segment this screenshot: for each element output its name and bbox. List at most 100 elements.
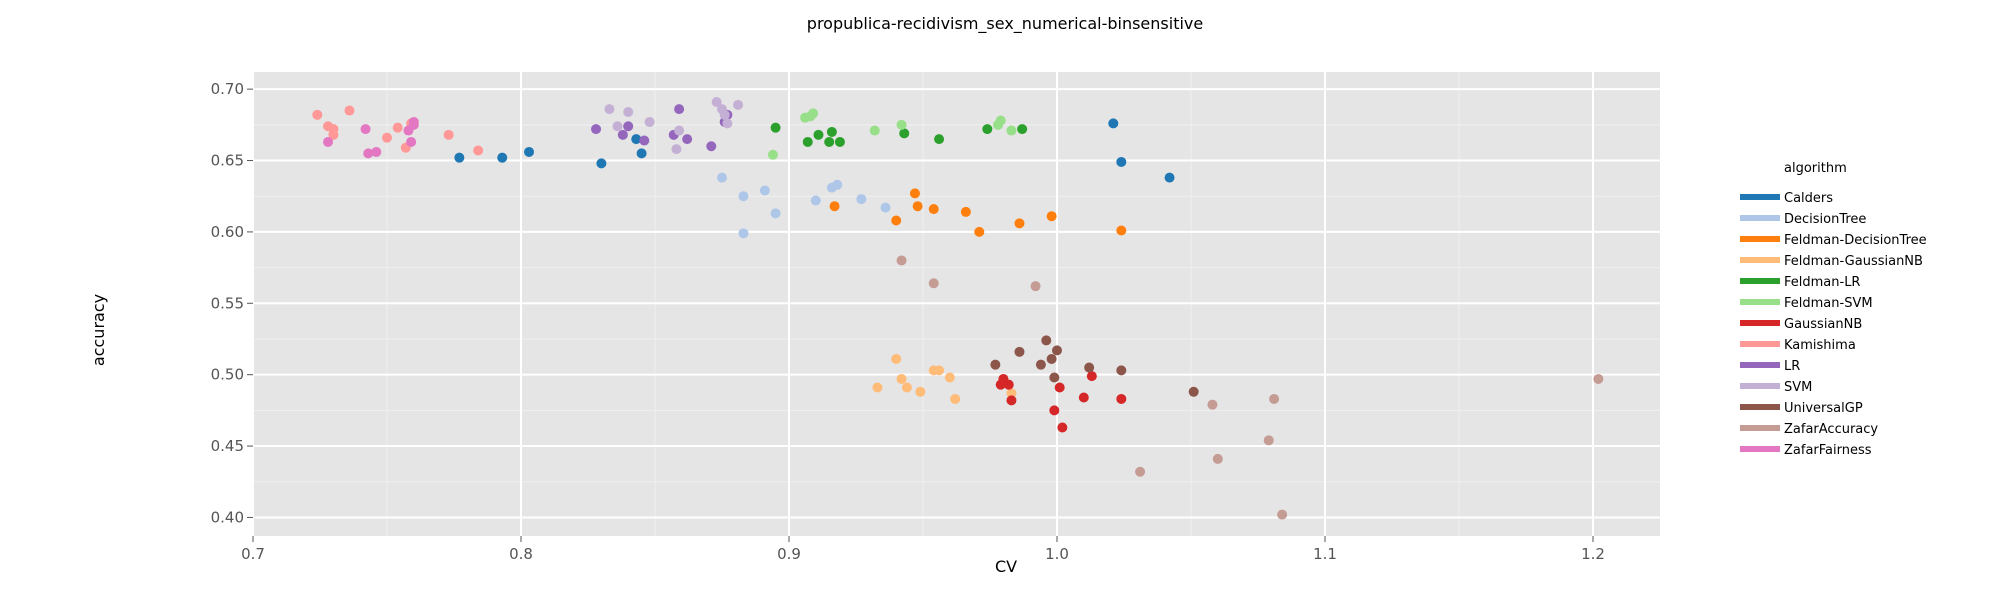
data-point: [759, 185, 770, 196]
data-point: [901, 382, 912, 393]
data-point: [1207, 399, 1218, 410]
legend-label: Calders: [1784, 191, 1833, 206]
data-point: [1046, 211, 1057, 222]
data-point: [722, 118, 733, 129]
data-point: [682, 134, 693, 145]
data-point: [810, 195, 821, 206]
legend-label: LR: [1784, 359, 1800, 374]
data-point: [738, 191, 749, 202]
data-point: [524, 146, 535, 157]
legend-label: UniversalGP: [1784, 401, 1863, 416]
data-point: [328, 124, 339, 135]
legend-swatch: [1740, 215, 1780, 221]
data-point: [928, 278, 939, 289]
data-point: [392, 122, 403, 133]
data-point: [497, 152, 508, 163]
data-point: [899, 128, 910, 139]
legend-label: DecisionTree: [1784, 212, 1866, 227]
series-universalgp: [990, 335, 1199, 397]
legend-swatch: [1740, 299, 1780, 305]
data-point: [1277, 509, 1288, 520]
data-point: [990, 359, 1001, 370]
data-point: [612, 121, 623, 132]
data-point: [323, 136, 334, 147]
legend-label: Feldman-DecisionTree: [1784, 233, 1927, 248]
legend-label: ZafarAccuracy: [1784, 422, 1878, 437]
data-point: [1046, 353, 1057, 364]
series-svm: [604, 96, 744, 155]
series-calders: [454, 118, 1175, 183]
data-point: [1164, 172, 1175, 183]
x-tick-label: 0.9: [777, 545, 801, 563]
data-point: [473, 145, 484, 156]
series-decisiontree: [717, 172, 891, 239]
data-point: [928, 204, 939, 215]
data-point: [408, 116, 419, 127]
series-zafarfairness: [323, 116, 419, 159]
legend-swatch: [1740, 425, 1780, 431]
data-point: [891, 215, 902, 226]
data-point: [834, 136, 845, 147]
data-point: [1078, 392, 1089, 403]
plot-area: 0.7 0.8 0.9 1.0 1.1 1.2 0.40 0.45 0.50 0.55 0.60 0.…: [211, 72, 1660, 563]
y-tick-label: 0.60: [211, 223, 244, 241]
y-tick-label: 0.40: [211, 508, 244, 526]
data-point: [363, 148, 374, 159]
data-point: [1116, 365, 1127, 376]
data-point: [767, 149, 778, 160]
data-point: [312, 109, 323, 120]
data-point: [639, 135, 650, 146]
data-point: [974, 226, 985, 237]
data-point: [832, 179, 843, 190]
legend-swatch: [1740, 278, 1780, 284]
data-point: [719, 109, 730, 120]
legend-label: Kamishima: [1784, 338, 1856, 353]
chart-title: propublica-recidivism_sex_numerical-bins…: [807, 14, 1203, 34]
data-point: [934, 134, 945, 145]
data-point: [1116, 156, 1127, 167]
data-point: [802, 136, 813, 147]
data-point: [1086, 371, 1097, 382]
series-feldman-decisiontree: [829, 188, 1127, 237]
data-point: [1006, 395, 1017, 406]
data-point: [644, 116, 655, 127]
series-gaussiannb: [995, 371, 1127, 433]
data-point: [674, 125, 685, 136]
legend-label: ZafarFairness: [1784, 443, 1872, 458]
data-point: [371, 146, 382, 157]
series-zafaraccuracy: [896, 255, 1604, 520]
data-point: [733, 99, 744, 110]
data-point: [995, 115, 1006, 126]
data-point: [711, 96, 722, 107]
data-point: [443, 129, 454, 140]
legend-label: GaussianNB: [1784, 317, 1862, 332]
data-point: [891, 353, 902, 364]
data-point: [623, 106, 634, 117]
y-tick-label: 0.50: [211, 366, 244, 384]
x-axis-label: CV: [995, 557, 1017, 576]
data-point: [1054, 382, 1065, 393]
data-point: [915, 386, 926, 397]
data-point: [1188, 386, 1199, 397]
data-point: [950, 393, 961, 404]
data-point: [454, 152, 465, 163]
data-point: [623, 121, 634, 132]
data-point: [344, 105, 355, 116]
series-feldman-gaussiannb: [872, 353, 1017, 404]
x-tick-label: 1.1: [1313, 545, 1337, 563]
data-point: [671, 144, 682, 155]
data-point: [770, 122, 781, 133]
legend-label: Feldman-SVM: [1784, 296, 1873, 311]
data-point: [909, 188, 920, 199]
legend-swatch: [1740, 320, 1780, 326]
data-point: [1116, 393, 1127, 404]
data-point: [826, 126, 837, 137]
data-point: [1212, 453, 1223, 464]
data-point: [934, 365, 945, 376]
legend-swatch: [1740, 362, 1780, 368]
data-point: [1052, 345, 1062, 356]
legend-swatch: [1740, 446, 1780, 452]
series-feldman-svm: [767, 108, 1017, 160]
data-point: [1049, 372, 1060, 383]
